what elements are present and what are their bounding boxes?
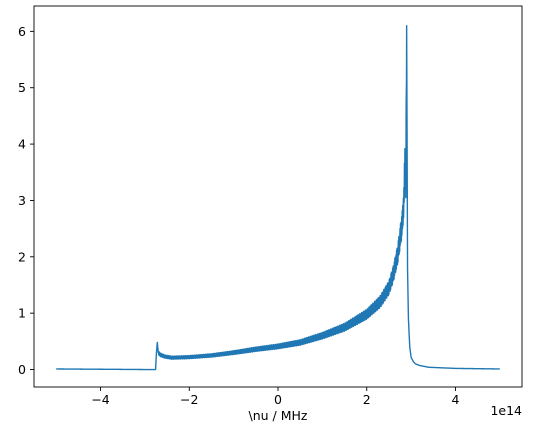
x-tick-label: 0	[274, 392, 282, 407]
series-line-0	[55, 25, 501, 371]
x-tick-label: 4	[451, 392, 459, 407]
axis-ticks: −4 −2 0 2 4 0 1 2 3 4 5 6	[18, 24, 459, 407]
y-tick-label: 4	[18, 137, 26, 152]
x-axis-label: \nu / MHz	[249, 408, 308, 423]
y-tick-label: 1	[18, 306, 26, 321]
x-tick-label: −4	[91, 392, 109, 407]
y-tick-label: 6	[18, 24, 26, 39]
y-tick-label: 0	[18, 362, 26, 377]
y-tick-label: 5	[18, 80, 26, 95]
x-tick-label: 2	[363, 392, 371, 407]
y-tick-label: 3	[18, 193, 26, 208]
plot-area	[55, 25, 501, 371]
x-axis-offset-label: 1e14	[490, 403, 522, 418]
y-tick-label: 2	[18, 249, 26, 264]
x-tick-label: −2	[180, 392, 198, 407]
